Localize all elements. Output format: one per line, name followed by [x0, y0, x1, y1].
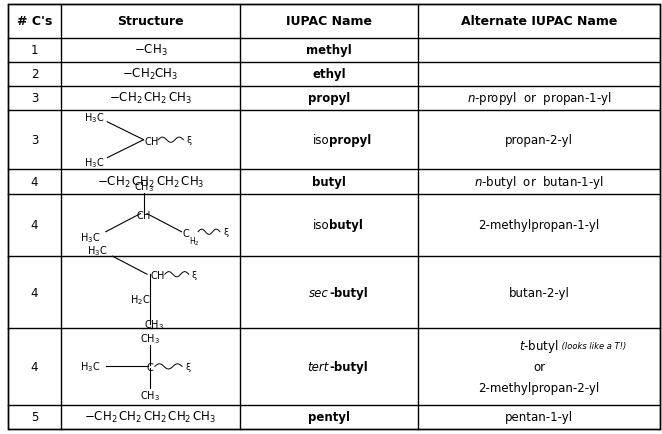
- Text: or: or: [533, 360, 545, 373]
- Text: IUPAC Name: IUPAC Name: [286, 15, 372, 28]
- Text: sec: sec: [309, 286, 329, 299]
- Text: $\mathsf{-CH_2\,CH_2\,CH_2\,CH_3}$: $\mathsf{-CH_2\,CH_2\,CH_2\,CH_3}$: [97, 174, 204, 190]
- Text: Alternate IUPAC Name: Alternate IUPAC Name: [461, 15, 618, 28]
- Text: butyl: butyl: [312, 176, 346, 188]
- Text: (looks like a T!): (looks like a T!): [559, 342, 626, 350]
- Text: iso: iso: [312, 219, 329, 232]
- Text: $\mathsf{-CH_2CH_3}$: $\mathsf{-CH_2CH_3}$: [122, 67, 179, 82]
- Text: $\mathsf{-CH_3}$: $\mathsf{-CH_3}$: [134, 43, 167, 58]
- Text: $\mathsf{\xi}$: $\mathsf{\xi}$: [191, 268, 198, 281]
- Text: tert: tert: [308, 360, 329, 373]
- Text: propan-2-yl: propan-2-yl: [505, 134, 573, 147]
- Text: 2-methylpropan-2-yl: 2-methylpropan-2-yl: [479, 381, 600, 394]
- Text: $\mathit{n}$-butyl  or  butan-1-yl: $\mathit{n}$-butyl or butan-1-yl: [475, 174, 604, 191]
- Text: -butyl: -butyl: [329, 286, 368, 299]
- Text: $\mathsf{-CH_2\,CH_2\,CH_3}$: $\mathsf{-CH_2\,CH_2\,CH_3}$: [109, 91, 192, 106]
- Text: ethyl: ethyl: [312, 68, 346, 81]
- Text: 4: 4: [30, 360, 38, 373]
- Text: $\mathsf{H_2}$: $\mathsf{H_2}$: [189, 235, 200, 247]
- Text: $\mathsf{C}$: $\mathsf{C}$: [146, 361, 154, 372]
- Text: butyl: butyl: [329, 219, 363, 232]
- Text: # C's: # C's: [17, 15, 52, 28]
- Text: 2: 2: [30, 68, 38, 81]
- Text: 3: 3: [30, 92, 38, 105]
- Text: -butyl: -butyl: [329, 360, 368, 373]
- Text: $\mathsf{H_3C}$: $\mathsf{H_3C}$: [80, 231, 101, 245]
- Text: $\mathit{t}$-butyl: $\mathit{t}$-butyl: [520, 337, 559, 355]
- Text: $\mathsf{CH_3}$: $\mathsf{CH_3}$: [140, 388, 160, 401]
- Text: Structure: Structure: [117, 15, 183, 28]
- Text: 4: 4: [30, 286, 38, 299]
- Text: propyl: propyl: [329, 134, 371, 147]
- Text: pentyl: pentyl: [308, 410, 350, 423]
- Text: $\mathsf{\xi}$: $\mathsf{\xi}$: [186, 134, 193, 147]
- Text: pentan-1-yl: pentan-1-yl: [505, 410, 573, 423]
- Text: 3: 3: [30, 134, 38, 147]
- Text: $\mathsf{CH}$: $\mathsf{CH}$: [150, 269, 166, 280]
- Text: 5: 5: [30, 410, 38, 423]
- Text: $\mathsf{CH}$: $\mathsf{CH}$: [144, 135, 159, 146]
- Text: 2-methylpropan-1-yl: 2-methylpropan-1-yl: [479, 219, 600, 232]
- Text: $\mathsf{H_3C}$: $\mathsf{H_3C}$: [84, 111, 105, 125]
- Text: $\mathsf{\xi}$: $\mathsf{\xi}$: [222, 226, 229, 239]
- Text: methyl: methyl: [306, 44, 352, 57]
- Text: 4: 4: [30, 176, 38, 188]
- Text: $\mathsf{CH_3}$: $\mathsf{CH_3}$: [144, 317, 164, 331]
- Text: $\mathsf{CH_3}$: $\mathsf{CH_3}$: [134, 180, 154, 194]
- Text: $\mathsf{CH}$: $\mathsf{CH}$: [136, 208, 151, 220]
- Text: 4: 4: [30, 219, 38, 232]
- Text: $\mathsf{-CH_2\,CH_2\,CH_2\,CH_2\,CH_3}$: $\mathsf{-CH_2\,CH_2\,CH_2\,CH_2\,CH_3}$: [84, 409, 216, 424]
- Text: iso: iso: [312, 134, 329, 147]
- Text: butan-2-yl: butan-2-yl: [509, 286, 569, 299]
- Text: propyl: propyl: [308, 92, 350, 105]
- Text: 1: 1: [30, 44, 38, 57]
- Text: $\mathsf{C}$: $\mathsf{C}$: [181, 226, 190, 238]
- Text: $\mathsf{\xi}$: $\mathsf{\xi}$: [185, 360, 191, 373]
- Text: $\mathsf{CH_3}$: $\mathsf{CH_3}$: [140, 332, 160, 345]
- Text: $\mathsf{H_3C}$: $\mathsf{H_3C}$: [80, 360, 100, 373]
- Text: $\mathsf{H_2C}$: $\mathsf{H_2C}$: [130, 293, 150, 306]
- Text: $\mathsf{H_3C}$: $\mathsf{H_3C}$: [84, 156, 105, 170]
- Text: $\mathsf{H_3C}$: $\mathsf{H_3C}$: [87, 244, 107, 258]
- Text: $\mathit{n}$-propyl  or  propan-1-yl: $\mathit{n}$-propyl or propan-1-yl: [467, 90, 612, 107]
